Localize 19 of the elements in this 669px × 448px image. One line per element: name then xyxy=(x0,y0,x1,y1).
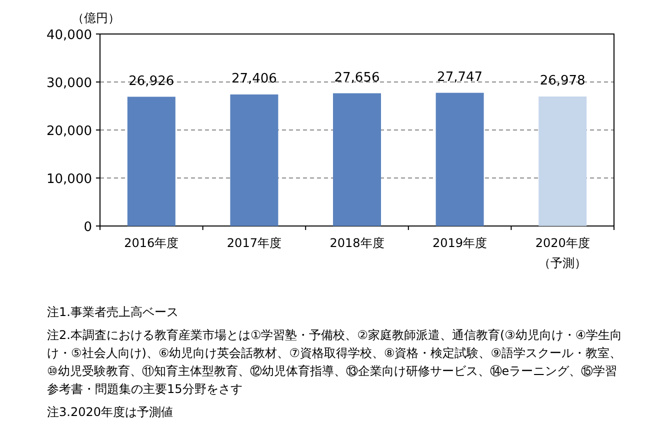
y-axis-title: （億円） xyxy=(72,11,120,25)
x-tick-label: 2019年度 xyxy=(432,236,488,250)
y-tick-label: 0 xyxy=(84,220,92,235)
data-label: 27,747 xyxy=(437,70,483,85)
text: 注1.事業者売上高ベース xyxy=(47,304,180,321)
data-label: 26,978 xyxy=(540,74,586,89)
y-tick-label: 10,000 xyxy=(46,172,92,187)
x-tick-label: 2016年度 xyxy=(124,236,179,250)
data-label: 27,406 xyxy=(231,71,277,86)
text: 注3.2020年度は予測値 xyxy=(47,404,174,421)
y-tick-label: 40,000 xyxy=(46,28,92,43)
y-tick-label: 20,000 xyxy=(46,124,92,139)
x-tick-label: 2017年度 xyxy=(226,236,282,250)
data-label: 27,656 xyxy=(334,70,380,86)
x-tick-label: 2018年度 xyxy=(330,236,384,250)
text: 注2.本調査における教育産業市場とは①学習塾・予備校、②家庭教師派遣、通信教育(③幼児向け・④学生向け・⑤社会人向け)、⑥幼児向け英会話教材、⑦資格取得学校、⑧資格・検定試験、⑨語学スクール・教室、⑩幼児受験教育、⑪知育主体型教育、⑫幼児体育指導、⑬企業向け研修サービス、⑭eラーニング、⑮学習参考書・問題集の主要15分野をさす xyxy=(47,327,624,398)
data-label: 26,926 xyxy=(128,74,174,89)
y-tick-label: 30,000 xyxy=(46,76,92,91)
x-tick-label: 2020年度（予測） xyxy=(535,236,590,270)
